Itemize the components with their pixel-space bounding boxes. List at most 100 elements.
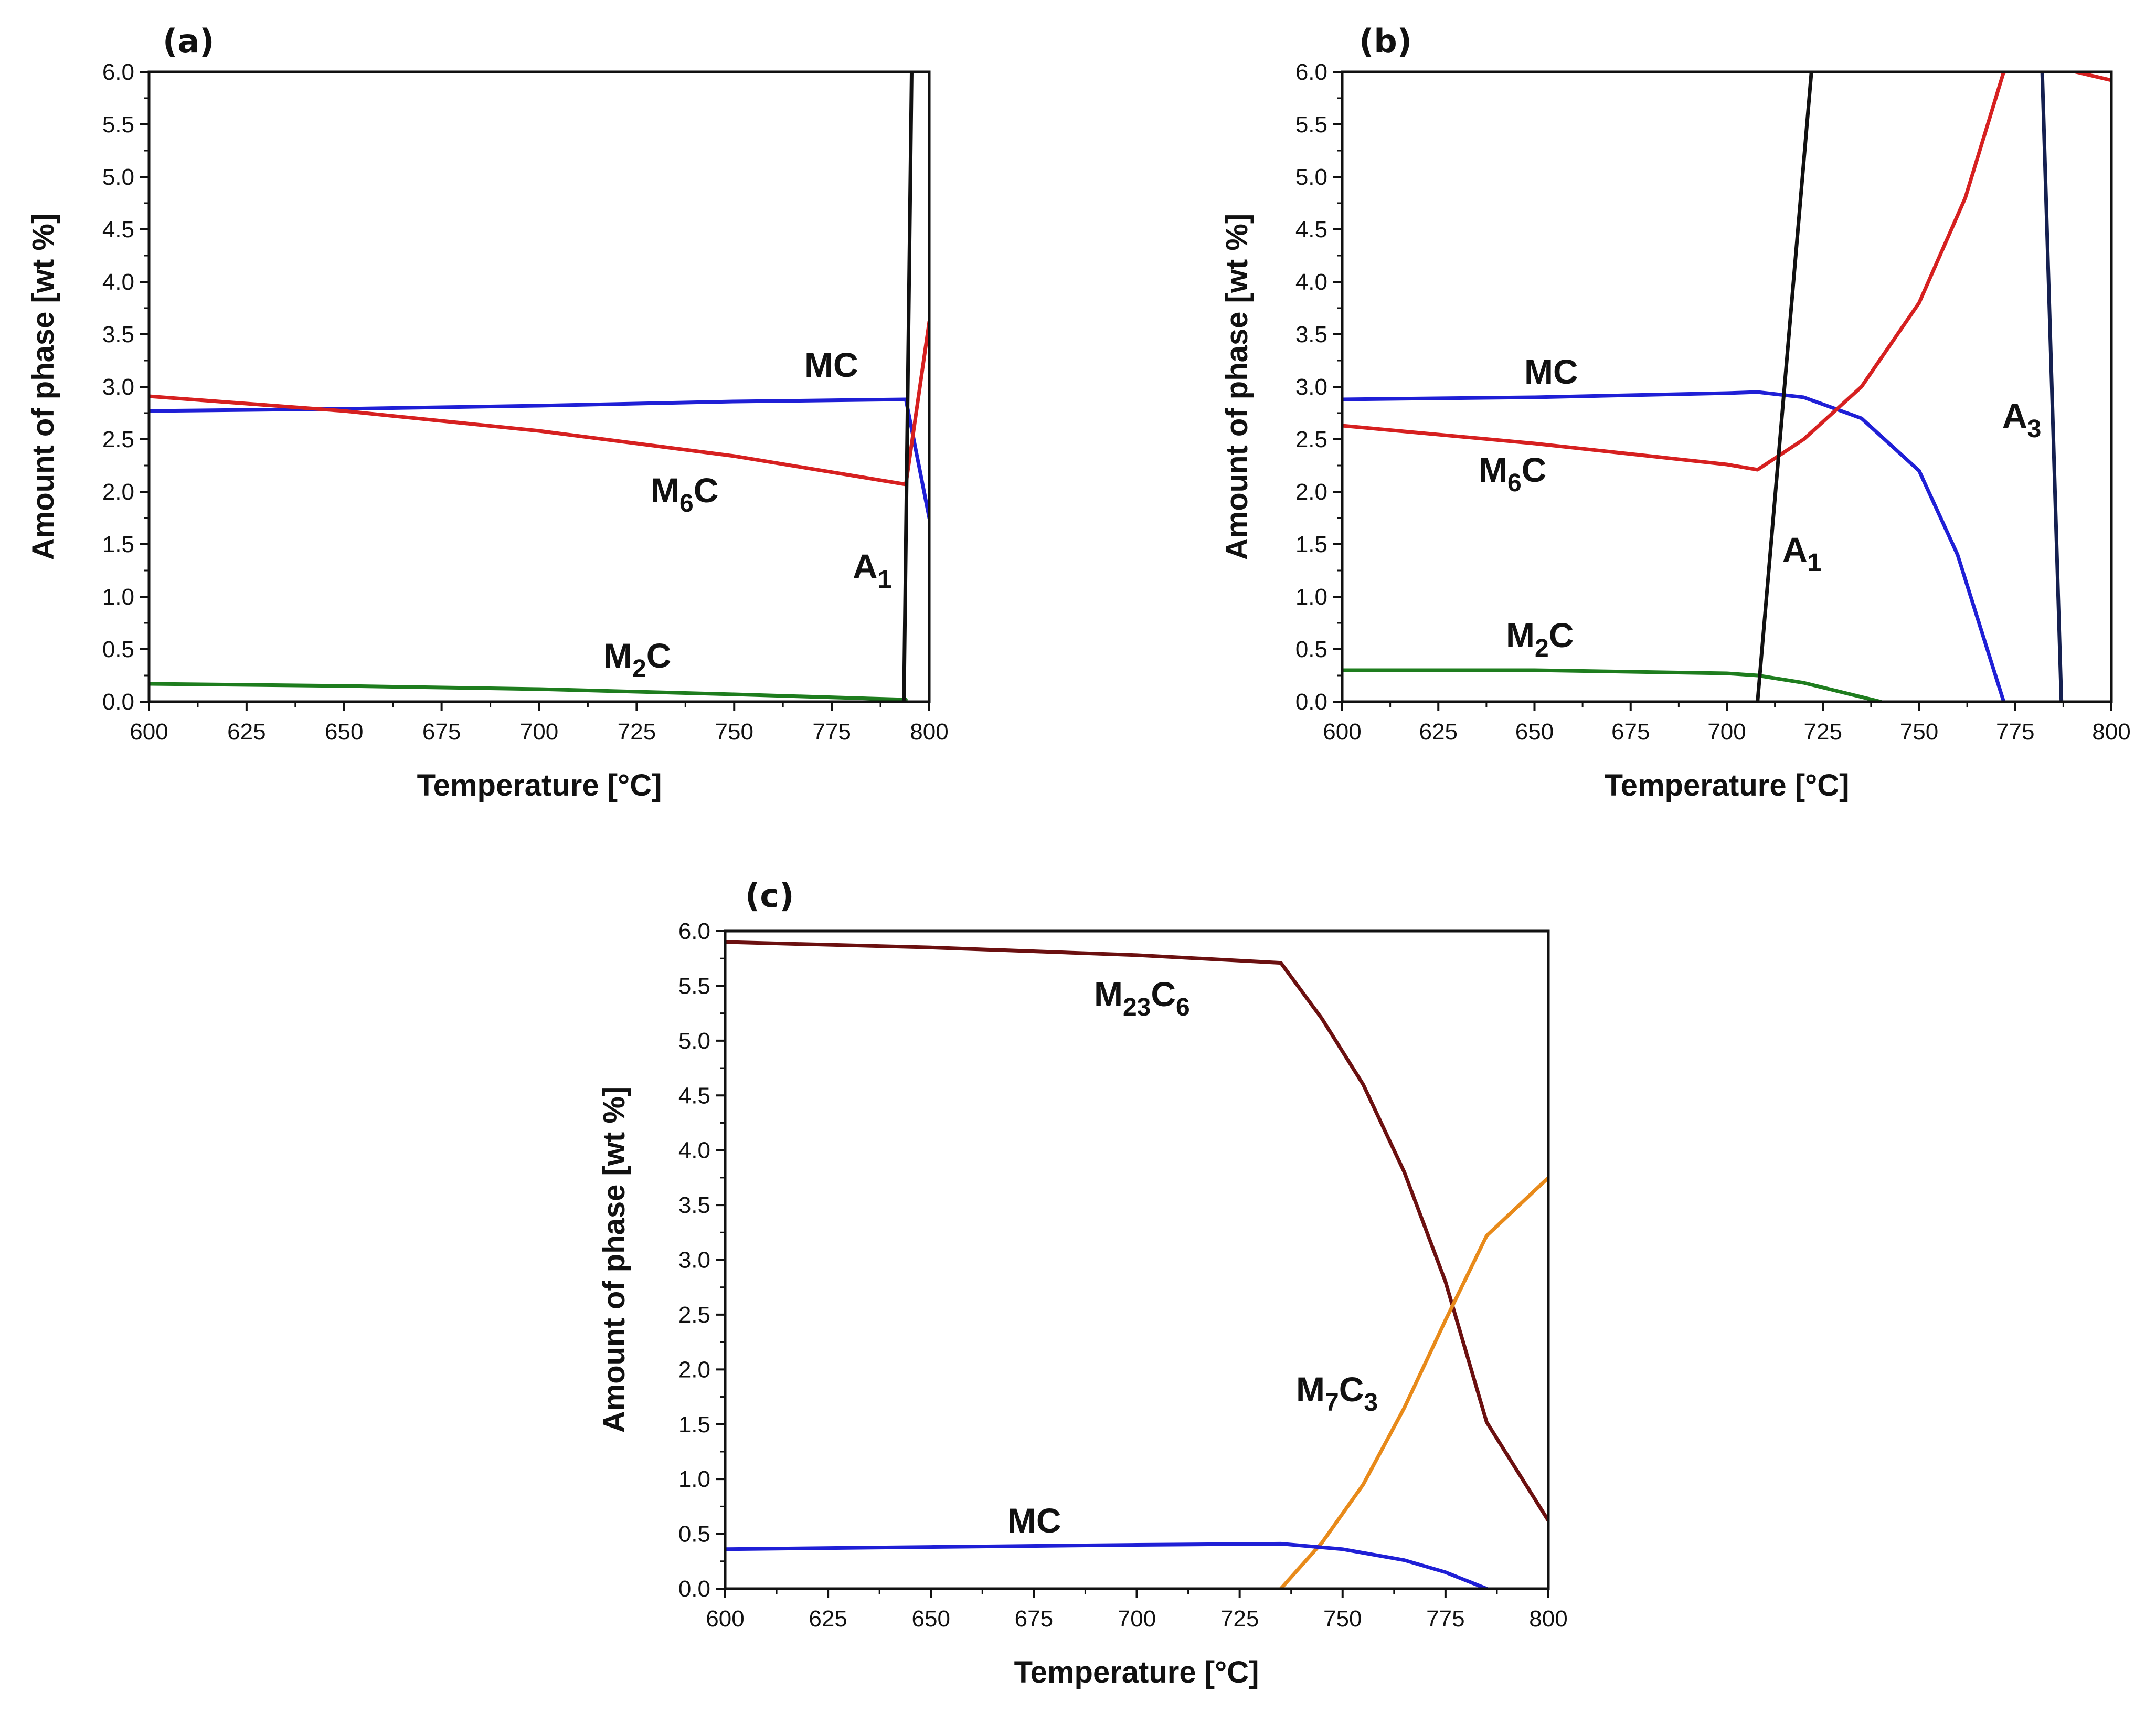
y-tick-label: 6.0	[678, 918, 710, 944]
y-tick-label: 0.0	[102, 689, 134, 715]
y-tick-label: 4.5	[678, 1083, 710, 1108]
series-label-m7c3: M7C3	[1296, 1370, 1378, 1417]
x-tick-label: 750	[1900, 719, 1938, 745]
x-tick-label: 700	[1707, 719, 1746, 745]
x-tick-label: 775	[1996, 719, 2034, 745]
y-tick-label: 2.0	[1295, 479, 1327, 505]
y-tick-label: 0.5	[1295, 637, 1327, 662]
y-tick-label: 0.0	[1295, 689, 1327, 715]
y-tick-label: 3.5	[102, 322, 134, 347]
series-label-mc: MC	[1007, 1501, 1061, 1540]
y-tick-label: 1.0	[678, 1466, 710, 1492]
y-tick-label: 0.5	[102, 637, 134, 662]
x-tick-label: 600	[706, 1606, 744, 1632]
y-axis-title: Amount of phase [wt %]	[1220, 214, 1254, 561]
x-tick-label: 700	[520, 719, 558, 745]
x-tick-label: 625	[1419, 719, 1458, 745]
y-tick-label: 2.5	[102, 427, 134, 452]
x-tick-label: 800	[2092, 719, 2130, 745]
panel-label: (a)	[163, 22, 215, 60]
series-line-a1	[902, 72, 914, 702]
series-line-m2c	[149, 682, 908, 702]
series-label-a1: A1	[853, 547, 891, 594]
y-axis-title: Amount of phase [wt %]	[26, 214, 60, 561]
series-line-m6c	[149, 320, 929, 487]
series-line-m7c3	[1279, 1176, 1548, 1589]
y-tick-label: 5.5	[1295, 112, 1327, 138]
y-tick-label: 6.0	[102, 59, 134, 85]
x-tick-label: 775	[1426, 1606, 1464, 1632]
x-tick-label: 800	[1529, 1606, 1567, 1632]
y-tick-label: 3.0	[102, 374, 134, 400]
x-tick-label: 675	[422, 719, 461, 745]
series-label-m23c6: M23C6	[1094, 975, 1190, 1021]
x-tick-label: 625	[809, 1606, 847, 1632]
axis-ticks: 600 625 650 675 700 725 750 775 800 0.0 0.5 1.0 1.5 2…	[102, 59, 949, 745]
y-tick-label: 4.5	[1295, 217, 1327, 242]
y-tick-label: 1.5	[1295, 532, 1327, 557]
y-tick-label: 0.5	[678, 1521, 710, 1547]
y-tick-label: 3.0	[678, 1248, 710, 1273]
x-tick-label: 750	[715, 719, 753, 745]
axis-ticks: 600 625 650 675 700 725 750 775 800 0.0 0.5 1.0 1.5 2…	[678, 918, 1568, 1632]
y-tick-label: 4.5	[102, 217, 134, 242]
x-tick-label: 750	[1323, 1606, 1362, 1632]
chart-panel-b: (b) 600 625 650 675 700 725 750 775 800 0.0 0.5 1.0…	[1220, 22, 2131, 802]
x-tick-label: 725	[1220, 1606, 1259, 1632]
series-layer	[149, 72, 929, 702]
y-tick-label: 2.0	[678, 1357, 710, 1382]
x-tick-label: 800	[910, 719, 948, 745]
series-label-a1: A1	[1782, 530, 1821, 577]
y-tick-label: 3.5	[678, 1192, 710, 1218]
x-tick-label: 650	[1515, 719, 1554, 745]
x-axis-title: Temperature [°C]	[417, 768, 662, 802]
axis-ticks: 600 625 650 675 700 725 750 775 800 0.0 0.5 1.0 1.5 2…	[1295, 59, 2131, 745]
y-tick-label: 1.0	[102, 584, 134, 610]
x-tick-label: 600	[130, 719, 168, 745]
y-tick-label: 1.5	[102, 532, 134, 557]
series-line-m6c	[1342, 72, 2111, 472]
x-tick-label: 700	[1118, 1606, 1156, 1632]
series-line-m2c	[1342, 668, 1883, 702]
x-tick-label: 725	[618, 719, 656, 745]
y-tick-label: 2.5	[678, 1302, 710, 1328]
y-axis-title: Amount of phase [wt %]	[597, 1086, 631, 1433]
chart-panel-a: (a) 600 625 650 675 700 725 750 775 800 0.0 0.5 1.0…	[26, 22, 949, 802]
series-label-m2c: M2C	[1506, 616, 1574, 662]
x-tick-label: 675	[1015, 1606, 1053, 1632]
x-tick-label: 600	[1323, 719, 1361, 745]
x-tick-label: 675	[1611, 719, 1650, 745]
y-tick-label: 5.5	[678, 973, 710, 999]
x-tick-label: 725	[1804, 719, 1842, 745]
x-tick-label: 775	[812, 719, 851, 745]
series-label-mc: MC	[804, 345, 858, 384]
series-label-m6c: M6C	[651, 471, 718, 517]
panel-label: (c)	[745, 876, 794, 915]
series-layer	[725, 940, 1548, 1589]
y-tick-label: 4.0	[102, 269, 134, 295]
y-tick-label: 1.0	[1295, 584, 1327, 610]
y-tick-label: 2.0	[102, 479, 134, 505]
y-tick-label: 0.0	[678, 1576, 710, 1602]
y-tick-label: 4.0	[678, 1138, 710, 1164]
y-tick-label: 3.5	[1295, 322, 1327, 347]
y-tick-label: 1.5	[678, 1412, 710, 1438]
series-line-a1	[1756, 72, 1813, 702]
series-label-m6c: M6C	[1479, 450, 1546, 497]
series-label-a3: A3	[2002, 396, 2041, 443]
y-tick-label: 4.0	[1295, 269, 1327, 295]
y-tick-label: 5.0	[678, 1028, 710, 1054]
panel-label: (b)	[1359, 22, 1412, 60]
series-label-mc: MC	[1524, 352, 1578, 391]
y-tick-label: 5.5	[102, 112, 134, 138]
x-axis-title: Temperature [°C]	[1014, 1655, 1259, 1689]
y-tick-label: 5.0	[102, 164, 134, 190]
x-tick-label: 650	[912, 1606, 950, 1632]
series-line-mc	[1342, 390, 2006, 702]
series-layer	[1342, 72, 2111, 702]
x-tick-label: 650	[325, 719, 363, 745]
series-line-a3	[2040, 72, 2064, 702]
series-line-m23c6	[725, 940, 1548, 1523]
